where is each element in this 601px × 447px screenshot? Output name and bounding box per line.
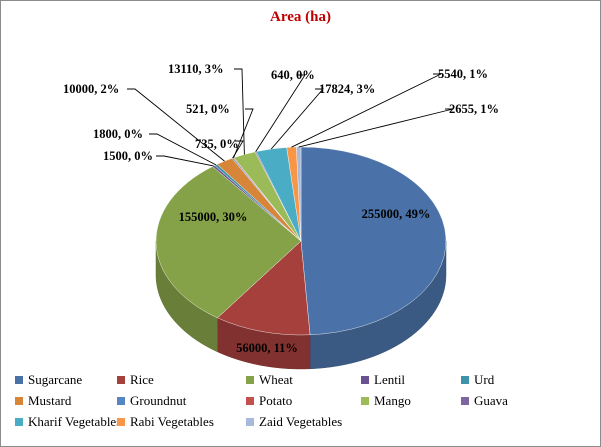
data-label-wheat: 155000, 30% bbox=[179, 210, 248, 224]
pie-chart: 255000, 49% 56000, 11% 155000, 30% 1500, 0%… bbox=[63, 62, 499, 370]
data-label-rabi-vegetables: 5540, 1% bbox=[438, 67, 488, 81]
data-label-potato: 521, 0% bbox=[186, 102, 230, 116]
legend-swatch bbox=[117, 418, 125, 426]
legend-item-mustard: Mustard bbox=[15, 393, 71, 409]
legend-label: Potato bbox=[259, 393, 293, 408]
data-label-lentil: 1500, 0% bbox=[103, 149, 153, 163]
data-label-mustard: 10000, 2% bbox=[63, 82, 119, 96]
legend-item-mango: Mango bbox=[361, 393, 411, 409]
slice-wheat bbox=[155, 166, 302, 319]
legend-item-potato: Potato bbox=[246, 393, 292, 409]
legend-item-groundnut: Groundnut bbox=[117, 393, 186, 409]
legend-swatch bbox=[246, 418, 254, 426]
legend-item-guava: Guava bbox=[461, 393, 508, 409]
chart-title: Area (ha) bbox=[270, 9, 331, 25]
legend-item-rabi-vegetables: Rabi Vegetables bbox=[117, 414, 214, 430]
leader-line-lentil bbox=[156, 155, 214, 167]
data-label-urd: 1800, 0% bbox=[93, 127, 143, 141]
legend-swatch bbox=[15, 418, 23, 426]
data-label-zaid-vegetables: 2655, 1% bbox=[449, 102, 499, 116]
legend-label: Rice bbox=[130, 372, 154, 387]
legend-swatch bbox=[461, 376, 469, 384]
legend-swatch bbox=[361, 376, 369, 384]
legend-swatch bbox=[246, 397, 254, 405]
data-label-mango: 13110, 3% bbox=[168, 62, 224, 76]
legend-label: Rabi Vegetables bbox=[130, 414, 214, 429]
legend-swatch bbox=[15, 397, 23, 405]
leader-line-potato bbox=[233, 108, 254, 158]
legend-swatch bbox=[361, 397, 369, 405]
slice-sugarcane bbox=[300, 146, 447, 336]
legend-item-wheat: Wheat bbox=[246, 372, 293, 388]
legend-item-kharif-vegetables: Kharif Vegetables bbox=[15, 414, 121, 430]
data-label-groundnut: 735, 0% bbox=[195, 137, 239, 151]
legend-label: Zaid Vegetables bbox=[259, 414, 343, 429]
legend-label: Urd bbox=[474, 372, 495, 387]
legend-label: Groundnut bbox=[130, 393, 187, 408]
legend-swatch bbox=[15, 376, 23, 384]
leader-line-guava bbox=[255, 74, 306, 152]
legend-item-zaid-vegetables: Zaid Vegetables bbox=[246, 414, 342, 430]
legend-swatch bbox=[117, 376, 125, 384]
legend-label: Mustard bbox=[28, 393, 72, 408]
leader-line-mustard bbox=[127, 88, 225, 162]
data-label-kharif-vegetables: 17824, 3% bbox=[319, 82, 375, 96]
legend-label: Guava bbox=[474, 393, 508, 408]
legend-label: Sugarcane bbox=[28, 372, 83, 387]
slice-rice bbox=[217, 240, 311, 336]
legend-item-sugarcane: Sugarcane bbox=[15, 372, 82, 388]
leader-line-urd bbox=[149, 133, 217, 166]
legend-item-urd: Urd bbox=[461, 372, 494, 388]
data-label-sugarcane: 255000, 49% bbox=[362, 207, 431, 221]
legend-label: Mango bbox=[374, 393, 411, 408]
legend-label: Lentil bbox=[374, 372, 406, 387]
legend-label: Wheat bbox=[259, 372, 293, 387]
leader-line-mango bbox=[234, 68, 245, 155]
legend-label: Kharif Vegetables bbox=[28, 414, 122, 429]
leader-line-rabi-vegetables bbox=[291, 73, 442, 148]
legend-item-rice: Rice bbox=[117, 372, 154, 388]
leader-line-zaid-vegetables bbox=[298, 108, 454, 148]
legend-swatch bbox=[461, 397, 469, 405]
legend-swatch bbox=[246, 376, 254, 384]
data-label-guava: 640, 0% bbox=[271, 68, 315, 82]
legend-swatch bbox=[117, 397, 125, 405]
legend-item-lentil: Lentil bbox=[361, 372, 405, 388]
data-label-rice: 56000, 11% bbox=[236, 341, 298, 355]
leader-line-kharif-vegetables bbox=[270, 88, 324, 150]
